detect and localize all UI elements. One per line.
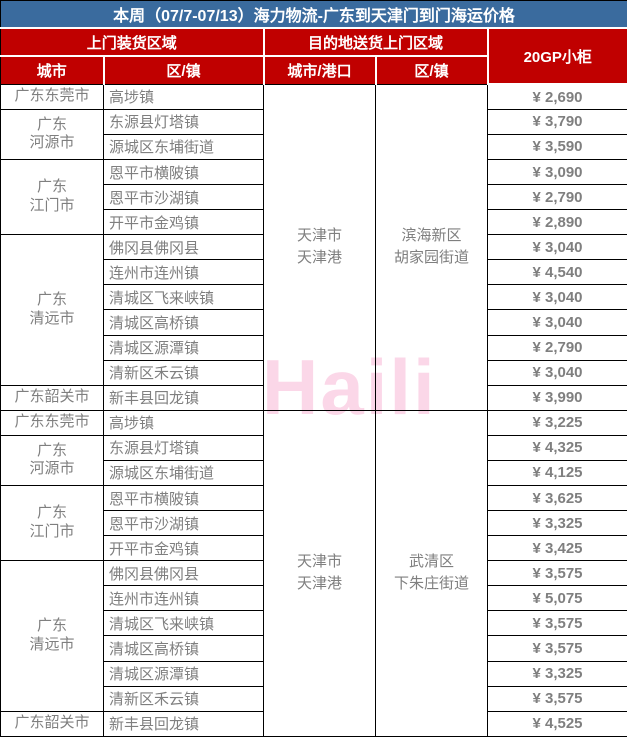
town-cell: 佛冈县佛冈县 (103, 234, 264, 261)
price-cell: ¥ 3,575 (487, 635, 627, 662)
price-cell: ¥ 4,540 (487, 259, 627, 286)
town-cell: 开平市金鸡镇 (103, 209, 264, 236)
price-cell: ¥ 3,575 (487, 610, 627, 637)
town-cell: 清城区源潭镇 (103, 334, 264, 361)
town-cell: 新丰县回龙镇 (103, 710, 264, 737)
town-cell: 高埗镇 (103, 83, 264, 110)
header-city: 城市 (0, 55, 105, 85)
city-cell: 广东 清远市 (0, 234, 104, 386)
price-cell: ¥ 4,325 (487, 434, 627, 461)
table-row: 恩平市沙湖镇 ¥ 2,790 (1, 184, 627, 211)
price-cell: ¥ 2,890 (487, 209, 627, 236)
town-cell: 源城区东埔街道 (103, 133, 264, 161)
table-row: 清新区禾云镇 ¥ 3,575 (1, 685, 627, 712)
price-cell: ¥ 3,790 (487, 108, 627, 135)
dest-district-cell: 武清区 下朱庄街道 (375, 409, 488, 737)
dest-district-cell: 滨海新区 胡家园街道 (375, 83, 488, 411)
table-row: 清城区高桥镇 ¥ 3,575 (1, 635, 627, 662)
price-cell: ¥ 3,040 (487, 309, 627, 336)
price-cell: ¥ 3,090 (487, 158, 627, 186)
town-cell: 清城区飞来峡镇 (103, 284, 264, 311)
town-cell: 源城区东埔街道 (103, 459, 264, 487)
price-cell: ¥ 3,575 (487, 685, 627, 712)
dest-city-cell: 天津市 天津港 (263, 409, 376, 737)
town-cell: 恩平市沙湖镇 (103, 184, 264, 211)
table-row: 源城区东埔街道 ¥ 4,125 (1, 459, 627, 487)
page-title: 本周（07/7-07/13）海力物流-广东到天津门到门海运价格 (0, 0, 627, 29)
town-cell: 东源县灯塔镇 (103, 434, 264, 461)
town-cell: 清新区禾云镇 (103, 685, 264, 712)
town-cell: 恩平市横陂镇 (103, 158, 264, 186)
table-row: 清城区源潭镇 ¥ 3,325 (1, 660, 627, 687)
city-cell: 广东 清远市 (0, 560, 104, 712)
table-row: 清城区飞来峡镇 ¥ 3,040 (1, 284, 627, 311)
town-cell: 连州市连州镇 (103, 585, 264, 612)
price-cell: ¥ 2,790 (487, 184, 627, 211)
town-cell: 恩平市沙湖镇 (103, 510, 264, 537)
city-cell: 广东韶关市 (0, 384, 104, 411)
town-cell: 高埗镇 (103, 409, 264, 436)
table-row: 广东东莞市 高埗镇 天津市 天津港 滨海新区 胡家园街道 ¥ 2,690 (0, 83, 627, 411)
town-cell: 清城区高桥镇 (103, 309, 264, 336)
header-delivery-area: 目的地送货上门区域 (262, 27, 489, 58)
city-cell: 广东 河源市 (0, 108, 104, 161)
table-row: 源城区东埔街道 ¥ 3,590 (1, 133, 627, 161)
city-cell: 广东东莞市 (0, 83, 104, 110)
table-row: 连州市连州镇 ¥ 5,075 (1, 585, 627, 612)
town-cell: 新丰县回龙镇 (103, 384, 264, 411)
town-cell: 清新区禾云镇 (103, 359, 264, 386)
dest-city-cell: 天津市 天津港 (263, 83, 376, 411)
price-cell: ¥ 2,790 (487, 334, 627, 361)
price-cell: ¥ 5,075 (487, 585, 627, 612)
price-cell: ¥ 3,575 (487, 560, 627, 587)
table-row: 广东 江门市 恩平市横陂镇 ¥ 3,090 (0, 158, 627, 236)
price-cell: ¥ 2,690 (487, 83, 627, 110)
price-cell: ¥ 3,040 (487, 284, 627, 311)
price-cell: ¥ 3,040 (487, 234, 627, 261)
table-row: 广东东莞市 高埗镇 天津市 天津港 武清区 下朱庄街道 ¥ 3,225 (0, 409, 627, 737)
city-cell: 广东 江门市 (0, 485, 104, 562)
town-cell: 恩平市横陂镇 (103, 485, 264, 512)
price-cell: ¥ 3,325 (487, 510, 627, 537)
price-cell: ¥ 4,125 (487, 459, 627, 487)
table-row: 开平市金鸡镇 ¥ 2,890 (1, 209, 627, 236)
table-row: 广东 清远市 佛冈县佛冈县 ¥ 3,040 (0, 234, 627, 386)
header-dest-district: 区/镇 (374, 55, 489, 85)
table-row: 清新区禾云镇 ¥ 3,040 (1, 359, 627, 386)
price-cell: ¥ 3,225 (487, 409, 627, 436)
town-cell: 佛冈县佛冈县 (103, 560, 264, 587)
table-row: 广东韶关市 新丰县回龙镇 ¥ 4,525 (0, 710, 627, 737)
town-cell: 东源县灯塔镇 (103, 108, 264, 135)
price-cell: ¥ 3,990 (487, 384, 627, 411)
price-cell: ¥ 3,425 (487, 535, 627, 562)
city-cell: 广东韶关市 (0, 710, 104, 737)
price-cell: ¥ 3,590 (487, 133, 627, 161)
town-cell: 开平市金鸡镇 (103, 535, 264, 562)
table-row: 连州市连州镇 ¥ 4,540 (1, 259, 627, 286)
table-row: 广东 江门市 恩平市横陂镇 ¥ 3,625 (0, 485, 627, 562)
town-cell: 清城区源潭镇 (103, 660, 264, 687)
header-district: 区/镇 (102, 55, 265, 85)
header-container-type: 20GP小柜 (486, 27, 627, 86)
header-pickup-area: 上门装货区域 (0, 27, 265, 58)
city-cell: 广东东莞市 (0, 409, 104, 436)
price-cell: ¥ 3,625 (487, 485, 627, 512)
price-cell: ¥ 4,525 (487, 710, 627, 737)
town-cell: 连州市连州镇 (103, 259, 264, 286)
price-cell: ¥ 3,325 (487, 660, 627, 687)
table-row: 清城区高桥镇 ¥ 3,040 (1, 309, 627, 336)
town-cell: 清城区飞来峡镇 (103, 610, 264, 637)
header-dest-city-port: 城市/港口 (262, 55, 377, 85)
town-cell: 清城区高桥镇 (103, 635, 264, 662)
city-cell: 广东 河源市 (0, 434, 104, 487)
price-cell: ¥ 3,040 (487, 359, 627, 386)
table-row: 广东 河源市 东源县灯塔镇 ¥ 4,325 (0, 434, 627, 487)
city-cell: 广东 江门市 (0, 158, 104, 236)
